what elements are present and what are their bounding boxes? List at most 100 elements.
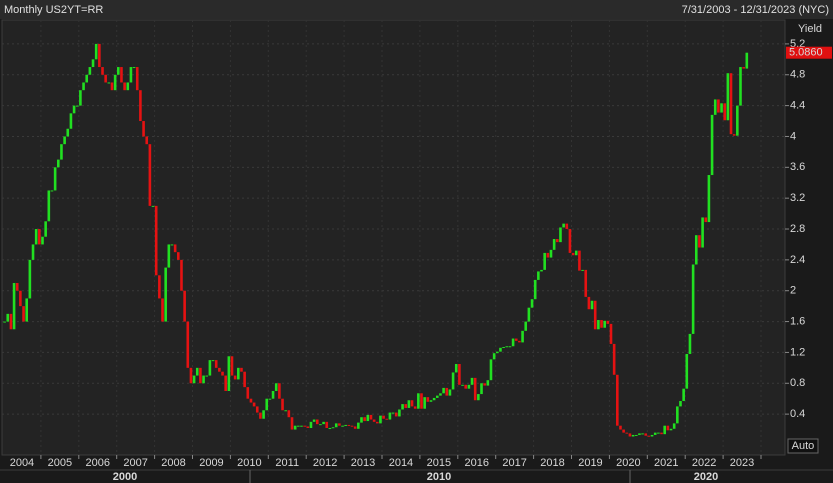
candle [477, 394, 480, 401]
candle [208, 360, 212, 376]
candle [224, 375, 227, 391]
candle [341, 425, 344, 427]
candle [612, 343, 616, 375]
candle [22, 306, 25, 322]
candle [521, 330, 524, 343]
candle [423, 397, 426, 409]
x-tick-label: 2016 [465, 457, 489, 469]
candle [524, 321, 528, 331]
candle [584, 269, 588, 297]
candle [413, 406, 417, 409]
candle [281, 398, 284, 411]
auto-button[interactable] [787, 438, 819, 454]
candle [338, 423, 341, 426]
x-tick-label: 2018 [540, 457, 564, 469]
candle [303, 425, 306, 427]
candle [132, 67, 136, 69]
candle [499, 347, 502, 352]
candle [344, 424, 347, 426]
candle [634, 434, 638, 436]
plot-area [1, 19, 786, 456]
candle [334, 423, 338, 428]
candle [66, 128, 70, 137]
candle [221, 371, 224, 376]
candle [701, 217, 704, 248]
auto-button-label[interactable]: Auto [792, 440, 815, 452]
candle [454, 363, 458, 373]
candle [562, 223, 565, 228]
candle [139, 90, 142, 122]
candle [508, 346, 512, 348]
candle [56, 159, 60, 168]
candle [398, 409, 401, 417]
candle [609, 323, 613, 344]
candle [218, 367, 221, 372]
candle [451, 372, 455, 390]
y-axis-label: Yield [798, 23, 822, 35]
candle [195, 367, 199, 376]
candle [407, 400, 411, 408]
candle [325, 421, 329, 429]
candle [461, 384, 464, 386]
candle [657, 432, 660, 434]
x-tick-label: 2015 [427, 457, 451, 469]
candle [435, 395, 439, 398]
candle [647, 435, 651, 437]
candle [199, 367, 202, 384]
candle [300, 425, 303, 427]
candle [669, 428, 673, 431]
x-tick-label: 2020 [616, 457, 640, 469]
candle [117, 67, 120, 75]
candle [123, 82, 126, 91]
candle [505, 346, 509, 348]
x-tick-label: 2004 [10, 457, 34, 469]
candle [404, 404, 408, 408]
candle [214, 360, 218, 368]
candle [126, 82, 130, 91]
candle [91, 59, 95, 68]
y-tick-label: 3.6 [790, 161, 805, 173]
candle [439, 393, 442, 396]
x-tick-label: 2011 [275, 457, 299, 469]
candle [249, 398, 253, 403]
date-range: 7/31/2003 - 12/31/2023 (NYC) [682, 4, 829, 16]
candle [60, 144, 63, 160]
candle [742, 67, 745, 69]
candle [694, 235, 698, 265]
candle [271, 390, 275, 399]
candle [259, 412, 262, 419]
candle [458, 363, 461, 385]
candle [98, 43, 101, 68]
candle [69, 113, 73, 129]
candle [622, 429, 625, 433]
candle [19, 290, 22, 307]
y-tick-label: 4 [790, 130, 796, 142]
candle [552, 239, 556, 250]
candle [25, 298, 29, 322]
x-tick-label: 2014 [389, 457, 413, 469]
candle [63, 136, 66, 145]
candle [161, 298, 164, 322]
candle [360, 417, 363, 423]
x-tick-label: 2010 [237, 457, 261, 469]
candle [638, 433, 641, 435]
candle [309, 421, 313, 429]
candle [120, 67, 123, 83]
candle [391, 412, 395, 414]
candle [698, 235, 701, 248]
x-tick-label: 2012 [313, 457, 337, 469]
candle [704, 217, 708, 223]
candle [113, 74, 117, 91]
candle [357, 422, 360, 429]
candle [616, 374, 619, 426]
y-tick-label: 1.2 [790, 346, 805, 358]
candle [710, 114, 714, 176]
candle [606, 320, 610, 324]
y-tick-label: 2.4 [790, 254, 805, 266]
candle [723, 103, 726, 121]
candle [366, 414, 370, 422]
candle [543, 252, 546, 270]
candle [574, 250, 578, 256]
candle [315, 419, 319, 425]
